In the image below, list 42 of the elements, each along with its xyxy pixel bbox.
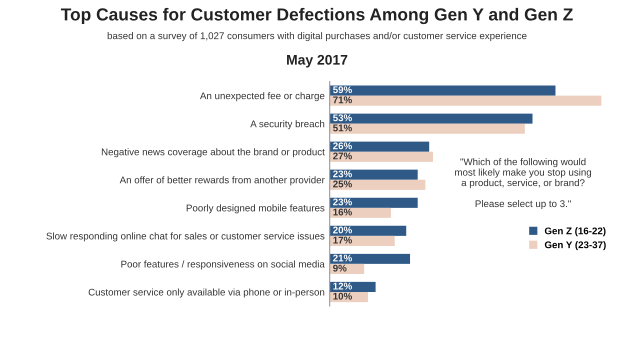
- data-label: 21%: [333, 254, 352, 262]
- bar: [330, 114, 533, 124]
- data-label: 17%: [333, 236, 352, 244]
- data-label: 9%: [333, 264, 347, 272]
- legend-label: Gen Z (16-22): [544, 227, 606, 236]
- y-tick-label: Customer service only available via phone or in-person: [88, 288, 324, 298]
- y-tick-label: Poorly designed mobile features: [186, 204, 324, 214]
- data-label: 10%: [333, 292, 352, 300]
- text: May 2017: [287, 54, 348, 68]
- data-label: 12%: [333, 282, 352, 290]
- data-label: 71%: [333, 96, 352, 104]
- y-tick-label: An unexpected fee or charge: [200, 92, 324, 102]
- chart-title: Top Causes for Customer Defections Among Gen Y and Gen Z: [60, 8, 573, 24]
- y-tick-label: Negative news coverage about the brand or product: [102, 148, 325, 158]
- data-label: 26%: [333, 142, 352, 150]
- bar: [330, 86, 556, 96]
- y-tick-label: A security breach: [250, 120, 324, 130]
- chart-subtitle: based on a survey of 1,027 consumers with digital purchases and/or customer service experience: [108, 32, 527, 42]
- bar: [330, 198, 418, 208]
- bar: [330, 180, 426, 190]
- bar: [330, 96, 602, 106]
- data-label: 51%: [333, 124, 352, 132]
- bar: [330, 170, 418, 180]
- bar: [330, 226, 406, 236]
- bar: [330, 142, 430, 152]
- data-label: 20%: [333, 226, 352, 234]
- y-tick-label: An offer of better rewards from another provider: [120, 176, 325, 186]
- data-label: 25%: [333, 180, 352, 188]
- bar: [330, 152, 434, 162]
- bar: [330, 236, 395, 246]
- legend-label: Gen Y (23-37): [544, 241, 606, 250]
- data-label: 59%: [333, 86, 352, 94]
- data-label: 27%: [333, 152, 352, 160]
- text: "Which of the following would most likely make you stop using a product, service, or brand? Please select up to 3.": [455, 158, 592, 210]
- data-label: 23%: [333, 170, 352, 178]
- y-tick-label: Poor features / responsiveness on social media: [121, 260, 325, 270]
- data-label: 23%: [333, 198, 352, 206]
- bar: [330, 254, 410, 264]
- y-tick-label: Slow responding online chat for sales or customer service issues: [46, 232, 324, 242]
- data-label: 16%: [333, 208, 352, 216]
- bar: [330, 124, 525, 134]
- data-label: 53%: [333, 114, 352, 122]
